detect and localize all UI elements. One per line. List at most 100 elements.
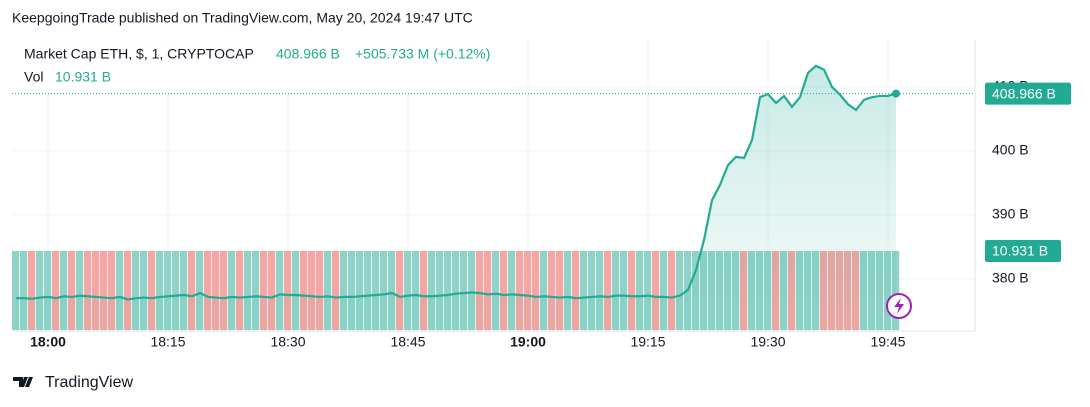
volume-bar (540, 251, 548, 330)
x-tick-label: 19:45 (870, 334, 905, 350)
volume-bar (220, 251, 228, 330)
alert-icon[interactable] (886, 293, 912, 319)
brand-text: TradingView (45, 374, 133, 391)
volume-bar (636, 251, 644, 330)
legend-vol-value: 10.931 B (55, 69, 111, 85)
volume-bar (316, 251, 324, 330)
volume-bar (364, 251, 372, 330)
volume-bar (84, 251, 92, 330)
volume-bar (572, 251, 580, 330)
volume-bar (204, 251, 212, 330)
volume-bar (492, 251, 500, 330)
volume-bar (36, 251, 44, 330)
x-tick-label: 19:30 (750, 334, 785, 350)
volume-bar (228, 251, 236, 330)
volume-bar (668, 251, 676, 330)
volume-bar (100, 251, 108, 330)
volume-bar (452, 251, 460, 330)
volume-bar (108, 251, 116, 330)
volume-bar (556, 251, 564, 330)
volume-bar (468, 251, 476, 330)
volume-bar (428, 251, 436, 330)
area (16, 65, 896, 331)
y-tick-label: 400 B (992, 142, 1029, 158)
volume-bar (276, 251, 284, 330)
volume-bar (644, 251, 652, 330)
volume-bar (284, 251, 292, 330)
price-line (16, 64, 897, 301)
volume-bar (188, 251, 196, 330)
volume-bar (164, 251, 172, 330)
volume-bar (172, 251, 180, 330)
volume-bar (460, 251, 468, 330)
vol-label: 10.931 B (992, 243, 1048, 259)
volume-bar (508, 251, 516, 330)
volume-bar (356, 251, 364, 330)
volume-bar (396, 251, 404, 330)
volume-bar (52, 251, 60, 330)
x-tick-label: 18:45 (390, 334, 425, 350)
volume-bar (660, 251, 668, 330)
legend-vol: Vol (24, 69, 43, 85)
volume-bar (300, 251, 308, 330)
volume-bar (132, 251, 140, 330)
volume-bar (196, 251, 204, 330)
volume-bar (564, 251, 572, 330)
volume-bar (372, 251, 380, 330)
volume-bar (580, 251, 588, 330)
volume-bar (44, 251, 52, 330)
volume-bar (212, 251, 220, 330)
volume-bar (532, 251, 540, 330)
volume-bar (244, 251, 252, 330)
price-label: 408.966 B (992, 85, 1056, 101)
x-tick-label: 18:15 (150, 334, 185, 350)
vol-label-bg (985, 240, 1061, 262)
volume-bar (476, 251, 484, 330)
volume-bar (236, 251, 244, 330)
volume-bar (92, 251, 100, 330)
volume-bar (412, 251, 420, 330)
volume-bar (116, 251, 124, 330)
x-tick-label: 18:00 (30, 334, 66, 350)
volume-bar (28, 251, 36, 330)
volume-bar (20, 251, 28, 330)
legend-value: 408.966 B (276, 46, 340, 62)
volume-bar (68, 251, 76, 330)
legend-change: +505.733 M (+0.12%) (355, 46, 490, 62)
volume-bar (420, 251, 428, 330)
volume-bar (588, 251, 596, 330)
volume-bar (124, 251, 132, 330)
volume-bar (484, 251, 492, 330)
volume-bar (388, 251, 396, 330)
volume-bar (260, 251, 268, 330)
volume-bar (268, 251, 276, 330)
legend-bg (12, 44, 512, 88)
volume-bar (628, 251, 636, 330)
volume-bar (60, 251, 68, 330)
volume-bar (76, 251, 84, 330)
volume-bar (500, 251, 508, 330)
brand: TradingView (13, 374, 133, 391)
volume-bar (340, 251, 348, 330)
volume-bar (308, 251, 316, 330)
volume-bar (524, 251, 532, 330)
volume-bar (604, 251, 612, 330)
volume-bar (324, 251, 332, 330)
volume-bar (444, 251, 452, 330)
x-tick-label: 18:30 (270, 334, 305, 350)
volume-bar (332, 251, 340, 330)
volume-bar (404, 251, 412, 330)
volume-bar (620, 251, 628, 330)
y-tick-label: 390 B (992, 206, 1029, 222)
legend-title: Market Cap ETH, $, 1, CRYPTOCAP (24, 46, 254, 62)
last-point (892, 89, 900, 98)
x-tick-label: 19:00 (510, 334, 546, 350)
volume-bar (140, 251, 148, 330)
volume-bar (156, 251, 164, 330)
volume-bar (436, 251, 444, 330)
volume-bar (676, 251, 684, 330)
volume-bar (148, 251, 156, 330)
volume-bar (548, 251, 556, 330)
y-tick-label: 380 B (992, 270, 1029, 286)
